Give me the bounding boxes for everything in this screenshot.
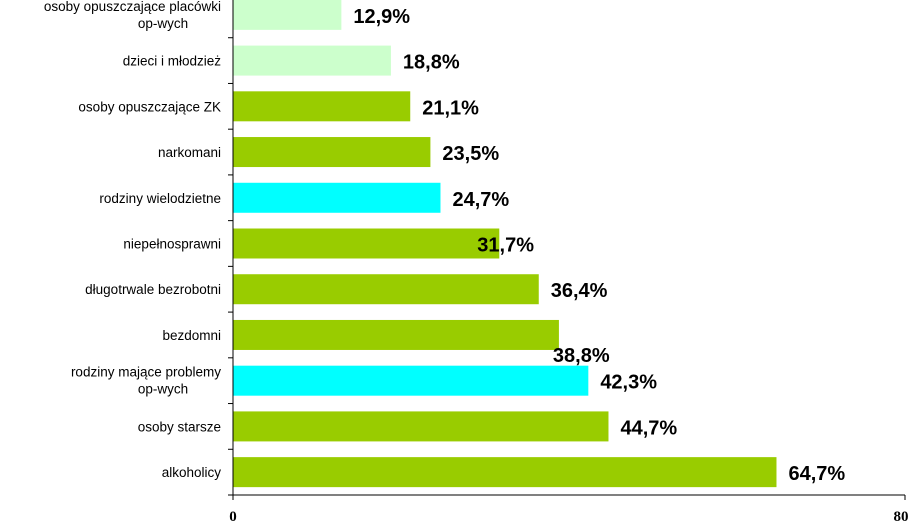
category-label: dzieci i młodzież — [123, 54, 222, 69]
x-tick-label: 80 — [894, 509, 909, 525]
value-label: 31,7% — [477, 235, 534, 257]
value-label: 44,7% — [620, 417, 677, 439]
category-label: bezdomni — [162, 328, 221, 343]
category-label: narkomani — [158, 145, 221, 160]
value-label: 38,8% — [553, 345, 610, 367]
value-label: 36,4% — [551, 280, 608, 302]
value-label: 24,7% — [452, 189, 509, 211]
value-label: 12,9% — [353, 6, 410, 28]
bar — [233, 411, 609, 442]
bar — [233, 182, 441, 213]
x-tick-label: 0 — [229, 509, 237, 525]
category-label: rodziny mające problemy op-wych — [71, 365, 221, 397]
bars-layer — [233, 0, 777, 488]
value-label: 18,8% — [403, 52, 460, 74]
bar — [233, 319, 559, 350]
bar — [233, 45, 391, 76]
category-label: osoby opuszczające ZK — [78, 99, 221, 114]
labels-layer: osoby opuszczające placówki op-wych 12,9% d… — [44, 0, 909, 525]
category-label: alkoholicy — [162, 465, 222, 480]
value-label: 23,5% — [442, 143, 499, 165]
bar — [233, 91, 411, 122]
bar — [233, 137, 431, 168]
category-label: osoby opuszczające placówki op-wych — [44, 0, 221, 31]
value-label: 21,1% — [422, 97, 479, 119]
category-label: rodziny wielodzietne — [99, 191, 221, 206]
bar — [233, 365, 589, 396]
category-label: długotrwale bezrobotni — [85, 282, 221, 297]
bar — [233, 274, 539, 305]
axes-layer — [228, 0, 906, 500]
category-label: niepełnosprawni — [123, 237, 221, 252]
bar — [233, 228, 500, 259]
value-label: 64,7% — [788, 463, 845, 485]
category-label: osoby starsze — [138, 419, 221, 434]
value-label: 42,3% — [600, 372, 657, 394]
bar — [233, 0, 342, 30]
bar — [233, 457, 777, 488]
